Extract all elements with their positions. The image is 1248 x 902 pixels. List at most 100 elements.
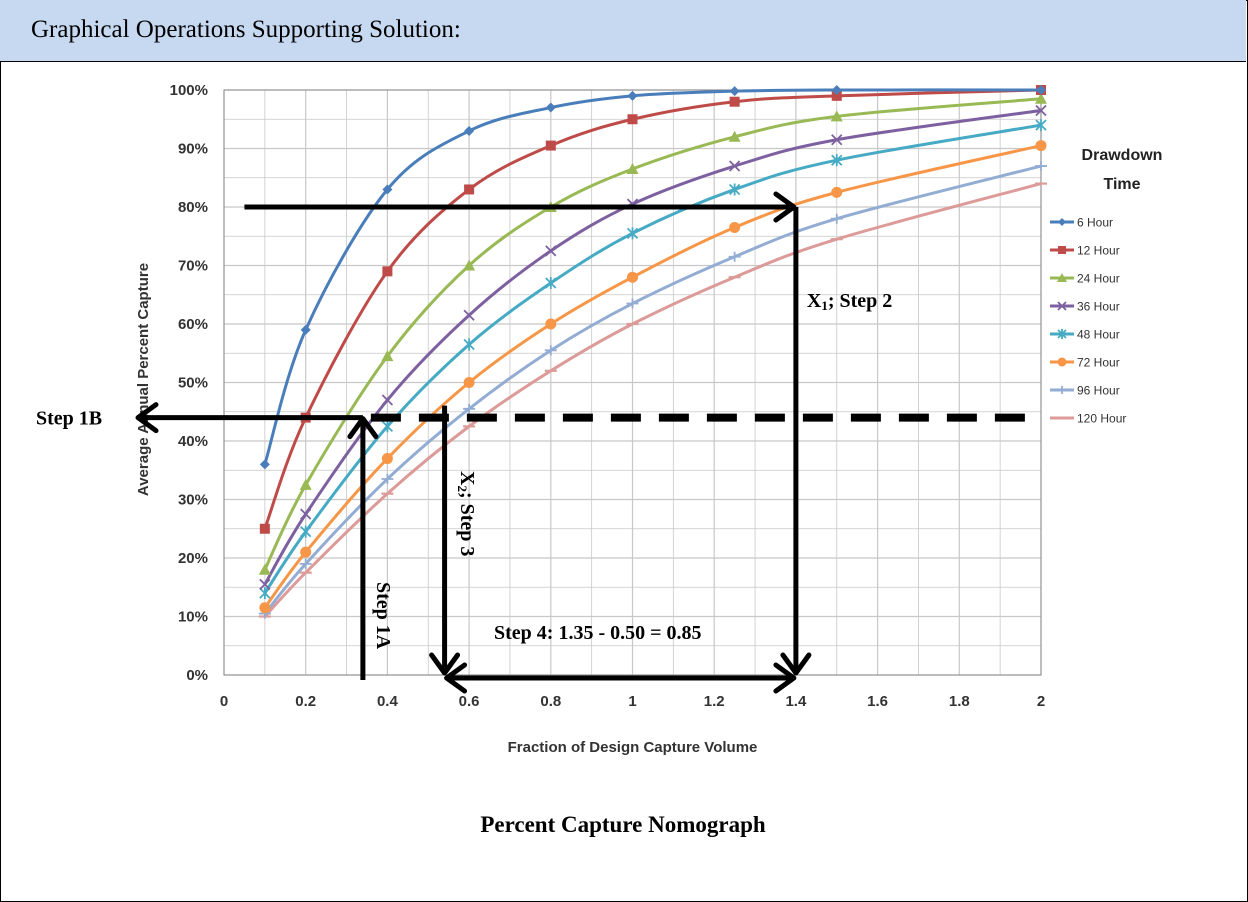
legend: Drawdown Time 6 Hour 12 Hour 24 Hour 36 Hour 4… <box>1050 147 1162 426</box>
data-point <box>1035 161 1047 172</box>
legend-label: 120 Hour <box>1077 412 1126 426</box>
y-tick-label: 50% <box>178 375 208 392</box>
data-point <box>259 459 270 470</box>
data-point <box>259 587 271 600</box>
annotations: X1; Step 2 Step 1B Step 1A X2; Step 3 Step 4… <box>36 191 1037 694</box>
data-point <box>463 403 476 414</box>
data-point <box>1057 273 1067 282</box>
data-point <box>463 338 475 351</box>
percent-capture-nomograph: 0 0.2 0.4 0.6 0.8 1 1.2 1.4 1.6 1.8 20%10%20%30%40… <box>36 82 1162 756</box>
y-tick-label: 20% <box>178 550 208 567</box>
data-point <box>627 90 638 101</box>
data-point <box>1058 246 1066 254</box>
data-point <box>831 186 843 198</box>
x-tick-label: 0.8 <box>540 693 561 710</box>
data-point <box>463 377 475 388</box>
data-point <box>545 245 557 257</box>
data-point <box>1057 386 1067 394</box>
step1a-arrow: Step 1A <box>347 416 394 680</box>
data-point <box>1035 104 1047 117</box>
series-line <box>263 164 1042 615</box>
data-point <box>545 277 557 290</box>
data-point <box>299 478 312 490</box>
legend-item: 96 Hour <box>1050 384 1120 398</box>
series-96-hour <box>258 161 1047 619</box>
y-tick-label: 80% <box>178 199 208 216</box>
legend-item: 24 Hour <box>1050 272 1120 286</box>
data-point <box>300 546 312 558</box>
legend-item: 72 Hour <box>1050 356 1120 370</box>
section-title: Graphical Operations Supporting Solution… <box>31 16 461 43</box>
data-point <box>728 160 741 172</box>
x2-arrow: X2; Step 3 <box>429 405 478 676</box>
x-tick-label: 0.4 <box>377 693 399 710</box>
x-tick-label: 1.6 <box>867 693 888 710</box>
series-line <box>263 108 1042 586</box>
y-tick-label: 90% <box>178 141 208 158</box>
x2-step3-label: X2; Step 3 <box>455 471 478 556</box>
data-point <box>1058 218 1066 226</box>
data-point <box>381 420 394 433</box>
y-tick-label: 0% <box>186 667 208 684</box>
y-tick-label: 30% <box>178 492 208 509</box>
series-12-hour <box>259 85 1046 534</box>
figure-caption: Percent Capture Nomograph <box>480 812 766 837</box>
data-point <box>381 394 394 406</box>
data-point <box>545 140 556 151</box>
step4-arrow: Step 4: 1.35 - 0.50 = 0.85 <box>444 622 797 694</box>
data-point <box>381 350 394 362</box>
data-point <box>729 221 741 233</box>
legend-label: 36 Hour <box>1077 300 1120 314</box>
data-point <box>830 110 843 122</box>
data-point <box>626 298 639 309</box>
series-group <box>258 85 1047 619</box>
legend-label: 12 Hour <box>1077 244 1120 258</box>
series-72-hour <box>259 140 1047 614</box>
data-point <box>1036 85 1046 95</box>
data-point <box>544 345 557 356</box>
x-tick-label: 1 <box>628 693 636 710</box>
arrow-head <box>780 652 812 676</box>
data-point <box>626 227 639 240</box>
data-point <box>259 523 270 534</box>
data-point <box>299 558 312 569</box>
series-6-hour <box>259 85 1046 470</box>
x-axis-label: Fraction of Design Capture Volume <box>508 739 758 756</box>
data-point <box>728 251 741 262</box>
legend-item: 36 Hour <box>1050 300 1120 314</box>
plot-area <box>223 89 1042 676</box>
data-point <box>258 563 271 575</box>
series-line <box>263 182 1042 618</box>
data-point <box>259 602 271 614</box>
legend-label: 6 Hour <box>1077 216 1113 230</box>
x1-step2-label: X1; Step 2 <box>807 290 892 313</box>
data-point <box>627 114 638 125</box>
data-point <box>382 266 393 277</box>
data-point <box>1057 329 1067 339</box>
legend-item: 48 Hour <box>1050 328 1120 342</box>
y-axis-label: Average Annual Percent Capture <box>135 263 152 496</box>
section-header: Graphical Operations Supporting Solution… <box>0 0 1246 62</box>
data-point <box>300 508 312 520</box>
step4-label: Step 4: 1.35 - 0.50 = 0.85 <box>494 622 702 644</box>
data-point <box>728 130 741 142</box>
legend-label: 24 Hour <box>1077 272 1120 286</box>
legend-item: 6 Hour <box>1050 216 1113 230</box>
data-point <box>831 134 843 146</box>
data-point <box>1057 301 1067 311</box>
x-tick-label: 0.2 <box>295 693 316 710</box>
data-point <box>381 474 394 485</box>
data-point <box>627 271 638 283</box>
legend-label: 72 Hour <box>1077 356 1120 370</box>
data-point <box>463 259 476 271</box>
data-point <box>1035 119 1047 132</box>
data-point <box>626 162 639 174</box>
data-point <box>1035 140 1047 152</box>
arrow-head <box>773 662 797 694</box>
step1a-label: Step 1A <box>372 582 394 650</box>
x1-arrow: X1; Step 2 <box>780 207 892 676</box>
legend-item: 12 Hour <box>1050 244 1120 258</box>
x-tick-label: 1.8 <box>949 693 970 710</box>
data-point <box>464 184 475 195</box>
y-tick-label: 40% <box>178 433 208 450</box>
